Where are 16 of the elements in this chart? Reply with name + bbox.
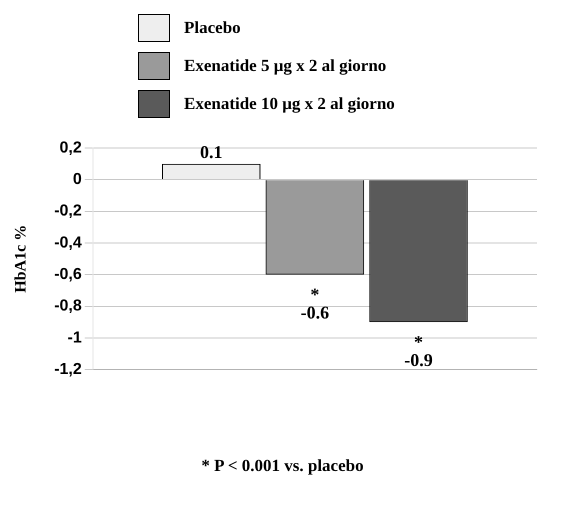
data-label: * -0.6 [300,284,330,323]
y-tick-label: -1,2 [54,361,82,378]
y-tick-label: -0,4 [54,234,82,252]
legend-label: Exenatide 10 μg x 2 al giorno [184,94,395,114]
y-tick-label: -0,6 [54,266,82,284]
legend-label: Exenatide 5 μg x 2 al giorno [184,56,386,76]
y-tick-label: -0,2 [54,202,82,220]
y-tick-label: -0,8 [54,298,82,315]
y-tick-label: 0 [72,171,82,188]
text: * P < 0.001 vs. placebo [200,456,365,476]
y-tick-label: 0,2 [60,139,82,156]
data-label: * -0.9 [404,332,433,370]
legend-label: Placebo [184,18,241,38]
data-label: 0.1 [200,142,222,162]
y-axis-title: HbA1c % [12,224,30,293]
y-tick-label: -1 [68,329,82,346]
